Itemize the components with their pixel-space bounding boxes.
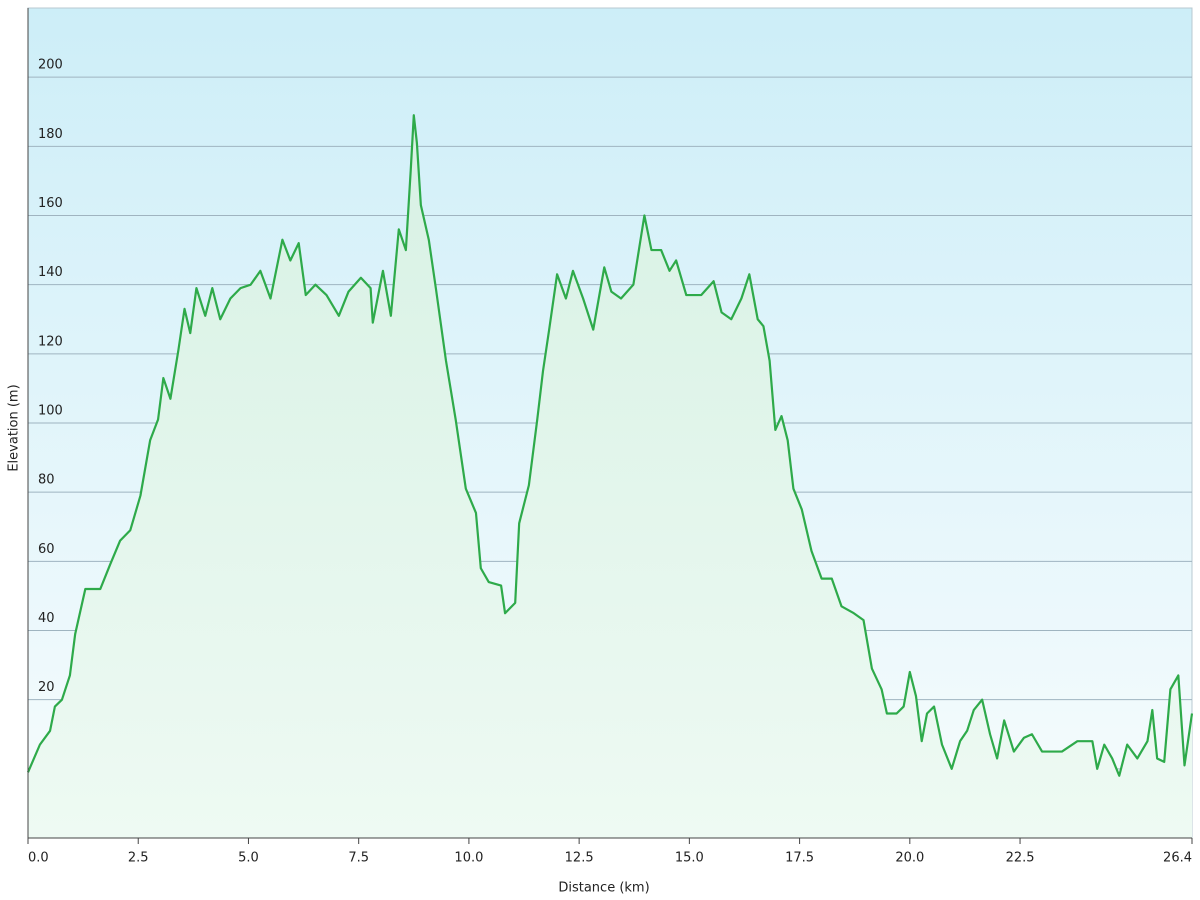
area-fill: [28, 115, 1192, 839]
x-tick-label: 20.0: [895, 851, 924, 866]
y-tick-label: 40: [38, 611, 55, 626]
y-tick-label: 160: [38, 196, 63, 211]
x-tick-label: 10.0: [454, 851, 483, 866]
x-tick-label: 17.5: [785, 851, 814, 866]
y-tick-label: 120: [38, 334, 63, 349]
x-tick-label: 7.5: [348, 851, 369, 866]
x-tick-label: 22.5: [1006, 851, 1035, 866]
y-tick-label: 140: [38, 265, 63, 280]
y-tick-label: 20: [38, 680, 55, 695]
y-tick-label: 100: [38, 404, 63, 419]
x-tick-label: 26.4: [1163, 851, 1192, 866]
x-tick-label: 15.0: [675, 851, 704, 866]
x-tick-label: 12.5: [565, 851, 594, 866]
x-tick-label: 5.0: [238, 851, 259, 866]
x-tick-label: 2.5: [128, 851, 149, 866]
y-tick-label: 80: [38, 473, 55, 488]
y-tick-label: 180: [38, 127, 63, 142]
y-tick-label: 200: [38, 58, 63, 73]
y-tick-label: 60: [38, 542, 55, 557]
x-axis-title: Distance (km): [558, 881, 649, 896]
elevation-line: [26, 114, 1194, 777]
x-tick-label: 0.0: [28, 851, 49, 866]
y-axis-title: Elevation (m): [7, 384, 22, 471]
